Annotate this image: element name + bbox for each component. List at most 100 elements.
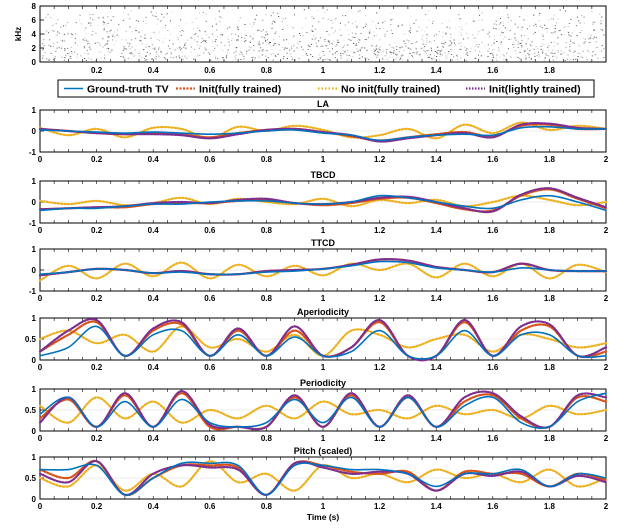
spectrogram-speck xyxy=(262,42,264,44)
spectrogram-speck xyxy=(557,18,559,20)
spectrogram-speck xyxy=(335,17,337,19)
panel-title: Aperiodicity xyxy=(297,307,349,317)
spectrogram-speck xyxy=(601,45,603,47)
spectrogram-speck xyxy=(302,49,304,51)
spectrogram-speck xyxy=(112,15,114,17)
spectrogram-speck xyxy=(345,59,348,61)
spectrogram-speck xyxy=(112,39,114,41)
spectrogram-speck xyxy=(577,56,579,57)
spectrogram-panel: 0 2 4 6 8 kHz 0.2 0.4 0.6 0.8 1 1.2 1.4 1.6 1.8 xyxy=(14,2,607,75)
spectrogram-speck xyxy=(156,53,158,55)
spectrogram-speck xyxy=(135,37,137,39)
spectrogram-speck xyxy=(395,58,397,60)
spectrogram-speck xyxy=(570,40,572,42)
spectrogram-speck xyxy=(593,29,595,31)
spectrogram-speck xyxy=(522,26,524,28)
spectrogram-speck xyxy=(278,44,280,46)
spectrogram-speck xyxy=(442,36,444,37)
spectrogram-speck xyxy=(449,40,451,42)
spectrogram-speck xyxy=(202,12,204,13)
spectrogram-speck xyxy=(351,32,353,34)
spectrogram-speck xyxy=(257,43,259,45)
spectrogram-speck xyxy=(341,47,343,49)
spectrogram-speck xyxy=(165,24,167,26)
spectrogram-speck xyxy=(71,34,73,36)
spectrogram-speck xyxy=(495,28,497,30)
spectrogram-speck xyxy=(256,14,258,16)
spectrogram-speck xyxy=(520,35,522,37)
spectrogram-speck xyxy=(360,56,362,58)
spectrogram-speck xyxy=(407,47,409,48)
spectrogram-speck xyxy=(368,31,371,33)
spectrogram-speck xyxy=(261,36,263,38)
spectrogram-speck xyxy=(54,55,56,57)
spectrogram-speck xyxy=(520,44,522,46)
spectrogram-speck xyxy=(271,49,273,51)
spectrogram-speck xyxy=(576,16,578,18)
spectrogram-speck xyxy=(237,39,239,41)
spectrogram-speck xyxy=(551,32,553,34)
spectrogram-speck xyxy=(158,31,160,33)
spectrogram-speck xyxy=(528,57,530,59)
spectrogram-speck xyxy=(393,42,395,44)
spectrogram-ytick-label: 2 xyxy=(32,44,37,53)
spectrogram-speck xyxy=(375,54,377,56)
spectrogram-speck xyxy=(360,33,362,34)
spectrogram-speck xyxy=(393,52,395,54)
spectrogram-speck xyxy=(519,58,521,60)
spectrogram-speck xyxy=(258,41,260,43)
spectrogram-speck xyxy=(311,38,313,40)
spectrogram-speck xyxy=(514,50,516,52)
spectrogram-speck xyxy=(379,49,381,51)
spectrogram-speck xyxy=(496,54,498,56)
spectrogram-speck xyxy=(204,31,206,33)
spectrogram-speck xyxy=(208,52,210,54)
spectrogram-speck xyxy=(74,51,76,53)
spectrogram-speck xyxy=(289,49,291,51)
spectrogram-speck xyxy=(361,47,363,49)
spectrogram-ytick-label: 8 xyxy=(32,2,37,11)
panel-xtick-label: 1 xyxy=(321,502,326,511)
spectrogram-speck xyxy=(224,45,226,46)
spectrogram-speck xyxy=(63,39,65,41)
panel-xtick-label: 2 xyxy=(604,226,609,235)
spectrogram-speck xyxy=(554,32,556,34)
spectrogram-speck xyxy=(160,51,162,53)
spectrogram-speck xyxy=(222,50,224,52)
spectrogram-speck xyxy=(274,43,277,44)
spectrogram-speck xyxy=(268,41,270,43)
spectrogram-speck xyxy=(512,44,514,46)
spectrogram-speck xyxy=(157,18,159,20)
spectrogram-speck xyxy=(251,25,253,27)
spectrogram-speck xyxy=(102,46,104,48)
spectrogram-speck xyxy=(89,48,91,50)
spectrogram-speck xyxy=(123,57,125,59)
spectrogram-speck xyxy=(241,52,243,54)
spectrogram-speck xyxy=(111,49,113,51)
spectrogram-speck xyxy=(444,59,446,61)
spectrogram-speck xyxy=(184,56,186,58)
spectrogram-speck xyxy=(86,50,88,51)
spectrogram-speck xyxy=(574,50,576,52)
spectrogram-speck xyxy=(526,28,529,30)
spectrogram-speck xyxy=(409,48,411,50)
spectrogram-speck xyxy=(544,57,546,59)
spectrogram-speck xyxy=(122,56,124,58)
spectrogram-speck xyxy=(183,46,185,48)
spectrogram-speck xyxy=(211,25,213,27)
spectrogram-speck xyxy=(597,46,599,48)
spectrogram-speck xyxy=(215,39,217,40)
spectrogram-speck xyxy=(145,16,147,18)
spectrogram-speck xyxy=(529,50,531,52)
spectrogram-speck xyxy=(582,51,584,53)
spectrogram-speck xyxy=(566,58,568,60)
spectrogram-speck xyxy=(314,38,316,40)
spectrogram-speck xyxy=(556,57,558,59)
spectrogram-speck xyxy=(196,41,198,43)
spectrogram-speck xyxy=(272,59,274,61)
spectrogram-speck xyxy=(253,23,255,25)
spectrogram-speck xyxy=(178,47,180,49)
spectrogram-speck xyxy=(44,52,46,53)
spectrogram-speck xyxy=(145,55,147,57)
